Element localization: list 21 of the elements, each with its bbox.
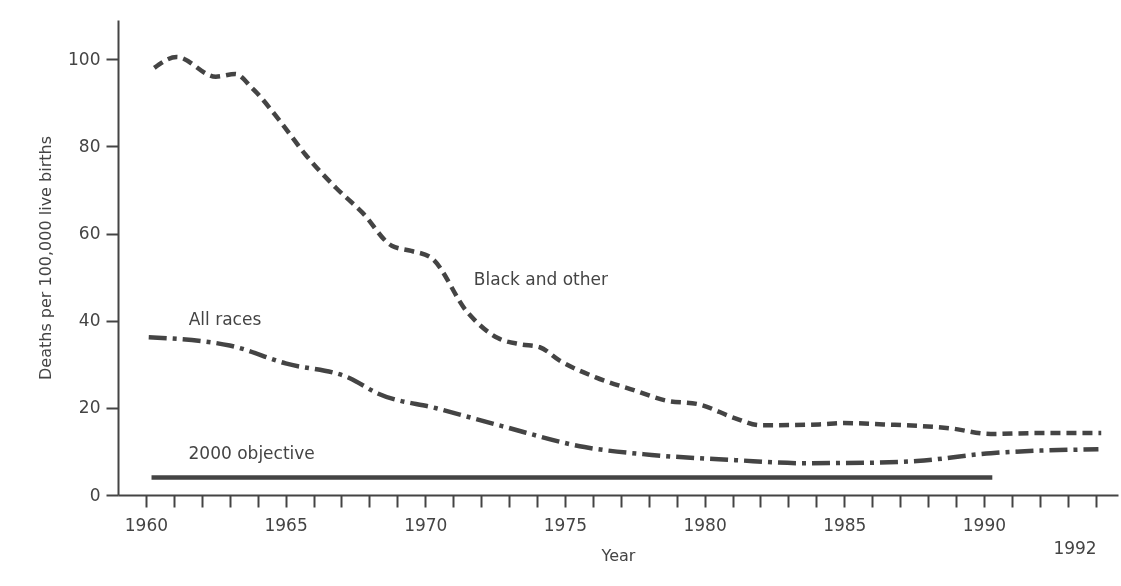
series-label: All races (188, 309, 262, 330)
y-tick-label: 0 (89, 484, 101, 505)
x-tick-label: 1965 (264, 514, 308, 535)
y-tick-label: 60 (78, 223, 101, 244)
y-tick-label: 100 (68, 48, 101, 69)
x-tick-label: 1970 (404, 514, 448, 535)
y-axis-title: Deaths per 100,000 live births (36, 136, 56, 380)
x-tick-label: 1980 (683, 514, 727, 535)
text: 1992 (1053, 538, 1097, 558)
y-tick-label: 40 (78, 310, 101, 331)
series-label: Black and other (473, 269, 608, 290)
y-tick-label: 20 (78, 397, 101, 418)
x-tick-label: 1990 (962, 514, 1007, 535)
x-axis-title: Year (600, 545, 636, 565)
x-tick-label: 1985 (823, 514, 867, 535)
y-tick-label: 80 (78, 135, 101, 156)
line-series (146, 335, 1101, 466)
series-label: 2000 objective (188, 442, 315, 463)
line-series (152, 54, 1104, 437)
x-tick-label: 1975 (543, 514, 588, 535)
x-tick-label: 1960 (124, 514, 169, 535)
